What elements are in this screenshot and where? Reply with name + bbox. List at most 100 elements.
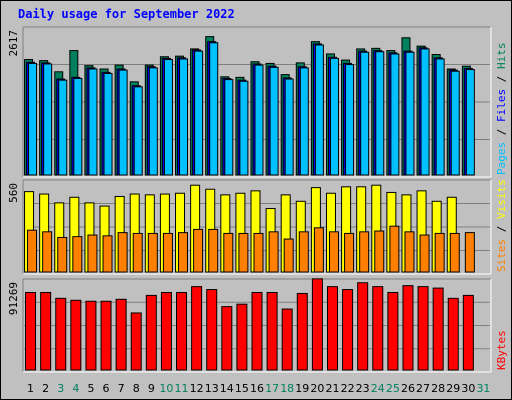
bar-sites-day-28 xyxy=(434,232,445,273)
bar-kbytes-day-27 xyxy=(417,286,429,371)
bar-sites-day-8 xyxy=(132,232,143,273)
day-label-12: 12 xyxy=(190,382,204,395)
bar-sites-day-13 xyxy=(208,228,219,273)
bar-pages-day-9 xyxy=(148,67,158,176)
bar-sites-day-27 xyxy=(419,234,430,273)
bar-sites-day-21 xyxy=(328,231,339,273)
day-label-7: 7 xyxy=(118,382,125,395)
day-label-5: 5 xyxy=(87,382,94,395)
y-max-label-hits: 2617 xyxy=(7,30,20,57)
legend-part: Sites xyxy=(495,239,508,272)
bar-pages-day-3 xyxy=(58,79,68,176)
bar-sites-day-1 xyxy=(27,229,38,273)
bar-pages-day-4 xyxy=(73,77,83,176)
bar-sites-day-11 xyxy=(178,232,189,273)
bar-kbytes-day-20 xyxy=(311,278,323,371)
bar-sites-day-3 xyxy=(57,236,68,273)
bar-kbytes-day-2 xyxy=(40,291,52,371)
day-label-6: 6 xyxy=(103,382,110,395)
bar-pages-day-12 xyxy=(194,50,204,176)
bar-kbytes-day-24 xyxy=(372,286,384,371)
bar-pages-day-28 xyxy=(435,58,445,176)
legend-part: KBytes xyxy=(495,330,508,370)
bar-kbytes-day-17 xyxy=(266,291,278,371)
y-legend-kbytes: KBytes xyxy=(495,330,508,370)
legend-part: Files xyxy=(495,89,508,122)
bar-kbytes-day-10 xyxy=(160,291,172,371)
bar-kbytes-day-14 xyxy=(221,306,233,371)
bar-pages-day-26 xyxy=(405,51,415,176)
bar-pages-day-10 xyxy=(163,59,173,176)
bar-pages-day-14 xyxy=(224,79,234,176)
bar-sites-day-7 xyxy=(117,232,128,273)
bar-sites-day-26 xyxy=(404,231,415,273)
bar-kbytes-day-3 xyxy=(55,297,67,371)
bar-kbytes-day-5 xyxy=(85,300,97,371)
bar-sites-day-4 xyxy=(72,236,83,273)
bar-kbytes-day-29 xyxy=(447,297,459,371)
bar-pages-day-30 xyxy=(465,69,475,176)
bar-kbytes-day-23 xyxy=(357,282,369,371)
day-label-13: 13 xyxy=(205,382,219,395)
bar-pages-day-13 xyxy=(209,42,219,176)
bar-pages-day-27 xyxy=(420,48,430,176)
legend-part: / xyxy=(495,122,508,142)
bar-kbytes-day-11 xyxy=(176,291,188,371)
day-label-28: 28 xyxy=(431,382,445,395)
bar-pages-day-1 xyxy=(28,62,38,176)
bar-sites-day-10 xyxy=(162,232,173,273)
bar-kbytes-day-16 xyxy=(251,291,263,371)
bar-sites-day-12 xyxy=(193,228,204,273)
bar-kbytes-day-21 xyxy=(326,286,338,371)
bar-sites-day-29 xyxy=(449,232,460,273)
bar-pages-day-8 xyxy=(133,86,143,176)
bar-pages-day-7 xyxy=(118,69,128,176)
bar-pages-day-24 xyxy=(375,51,385,176)
bar-pages-day-29 xyxy=(450,70,460,176)
bar-kbytes-day-19 xyxy=(296,292,308,371)
legend-part: / xyxy=(495,69,508,89)
bar-sites-day-20 xyxy=(313,227,324,273)
day-label-8: 8 xyxy=(133,382,140,395)
bar-sites-day-30 xyxy=(464,232,475,273)
chart-title: Daily usage for September 2022 xyxy=(18,7,235,21)
bar-sites-day-16 xyxy=(253,232,264,273)
bar-pages-day-15 xyxy=(239,80,249,176)
day-label-26: 26 xyxy=(401,382,415,395)
day-label-30: 30 xyxy=(461,382,475,395)
day-label-27: 27 xyxy=(416,382,430,395)
bar-kbytes-day-1 xyxy=(25,291,37,371)
bar-pages-day-19 xyxy=(299,67,309,176)
day-label-19: 19 xyxy=(295,382,309,395)
day-label-20: 20 xyxy=(310,382,324,395)
bar-kbytes-day-9 xyxy=(145,294,157,371)
legend-part: Visits xyxy=(495,179,508,219)
bar-pages-day-25 xyxy=(390,53,400,176)
bar-sites-day-2 xyxy=(42,231,53,273)
day-label-24: 24 xyxy=(371,382,385,395)
bar-kbytes-day-7 xyxy=(115,298,127,371)
bar-kbytes-day-8 xyxy=(130,312,142,371)
day-label-21: 21 xyxy=(325,382,339,395)
day-label-22: 22 xyxy=(341,382,355,395)
bar-kbytes-day-6 xyxy=(100,300,112,371)
bar-sites-day-15 xyxy=(238,232,249,273)
bar-sites-day-17 xyxy=(268,231,279,273)
bar-sites-day-14 xyxy=(223,232,234,273)
legend-part: Pages xyxy=(495,142,508,175)
bar-sites-day-5 xyxy=(87,234,98,273)
bar-kbytes-day-22 xyxy=(342,289,354,371)
bar-pages-day-16 xyxy=(254,64,264,176)
y-max-label-sites: 560 xyxy=(7,183,20,203)
day-label-29: 29 xyxy=(446,382,460,395)
bar-kbytes-day-18 xyxy=(281,308,293,371)
day-label-11: 11 xyxy=(175,382,189,395)
bar-kbytes-day-15 xyxy=(236,303,248,371)
bar-sites-day-19 xyxy=(298,231,309,273)
bar-sites-day-25 xyxy=(389,225,400,273)
bar-pages-day-2 xyxy=(43,63,53,176)
y-legend-sites: Sites / Visits xyxy=(495,179,508,272)
bar-pages-day-21 xyxy=(329,57,339,176)
day-label-14: 14 xyxy=(220,382,234,395)
